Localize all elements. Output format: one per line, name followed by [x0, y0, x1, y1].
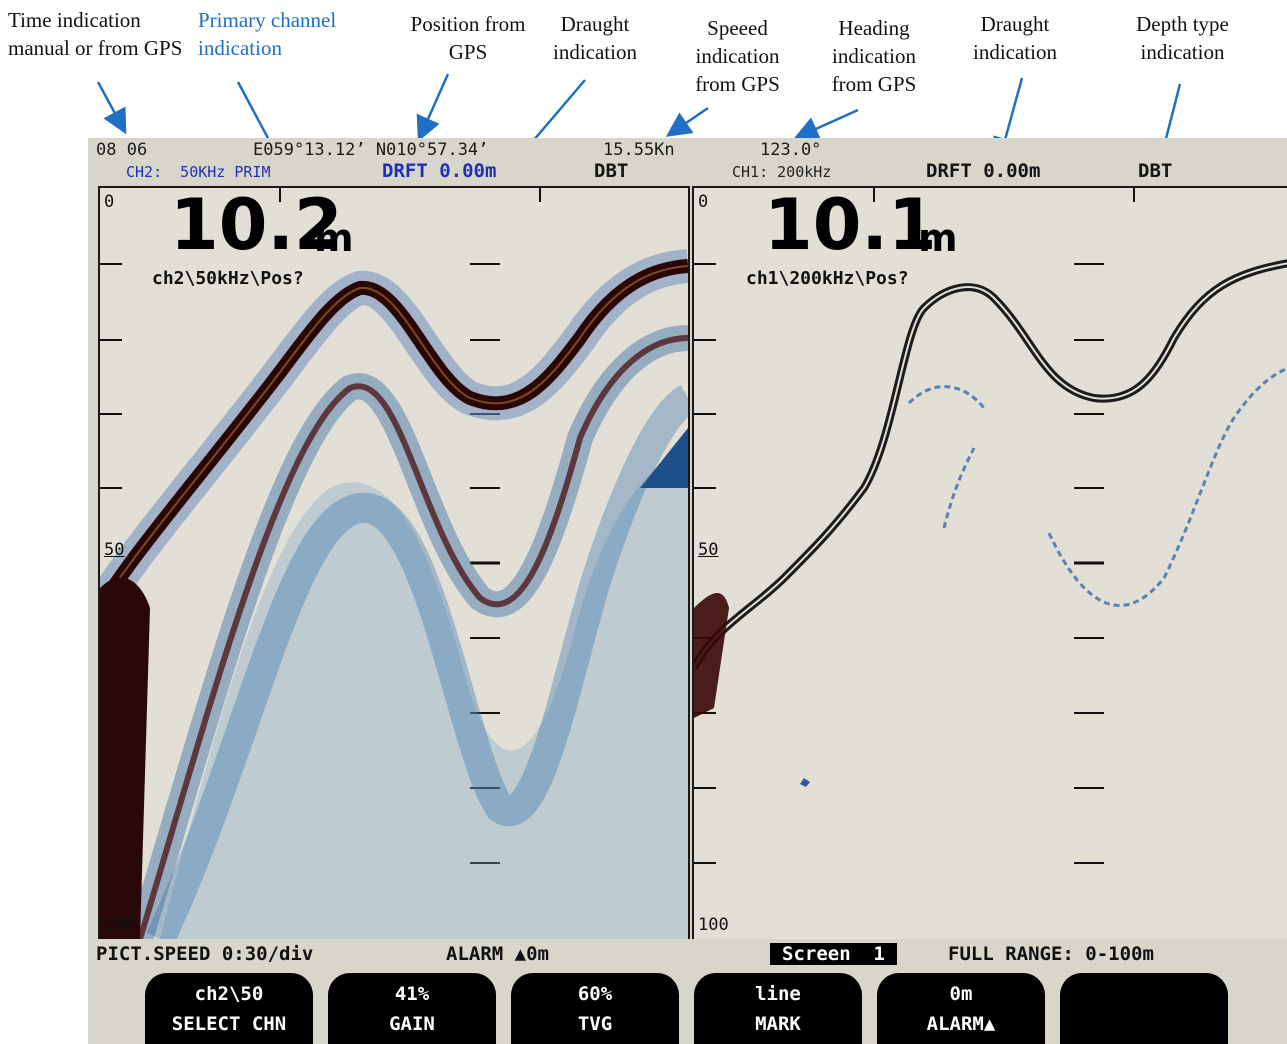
softkey-blank[interactable] — [1060, 973, 1228, 1044]
annotation-draught-left: Draught indication — [553, 12, 637, 64]
annotation-draught-right: Draught indication — [973, 12, 1057, 64]
annotation-heading: Heading indication from GPS — [831, 16, 917, 96]
softkey-alarm-label: ALARM▲ — [926, 1013, 996, 1035]
softkey-select-channel-value: ch2\50 — [194, 983, 264, 1005]
softkey-tvg-value: 60% — [577, 983, 613, 1005]
alarm-status: ALARM ▲0m — [446, 943, 549, 965]
left-channel-indicator: CH2: 50KHz PRIM — [126, 163, 271, 181]
annotation-position: Position from GPS — [410, 12, 526, 64]
arrow-heading — [793, 108, 859, 141]
left-scale-top: 0 — [104, 192, 115, 212]
right-scale-bottom: 100 — [698, 915, 729, 935]
annotation-depth-type: Depth type indication — [1136, 12, 1229, 64]
softkey-gain-value: 41% — [394, 983, 430, 1005]
softkey-gain-label: GAIN — [389, 1013, 435, 1035]
softkey-mark[interactable]: line MARK — [694, 973, 862, 1044]
annotation-speed: Speeed indication from GPS — [695, 16, 780, 96]
echogram-right-image — [694, 188, 1287, 864]
info-bar: PICT.SPEED 0:30/div ALARM ▲0m Screen 1 F… — [88, 939, 1287, 969]
status-bar: 08 06 E059°13.12’ N010°57.34’ 15.55Kn 12… — [88, 138, 1287, 186]
full-range: FULL RANGE: 0-100m — [948, 943, 1154, 965]
softkey-tvg-label: TVG — [577, 1013, 613, 1035]
softkey-alarm[interactable]: 0m ALARM▲ — [877, 973, 1045, 1044]
softkey-alarm-value: 0m — [949, 983, 973, 1005]
annotation-primary-channel: Primary channel indication — [198, 8, 337, 60]
echosounder-screen: 08 06 E059°13.12’ N010°57.34’ 15.55Kn 12… — [88, 138, 1287, 1044]
right-depth-type: DBT — [1138, 160, 1173, 182]
right-scale-mid: 50 — [698, 540, 719, 560]
time-readout: 08 06 — [96, 140, 148, 160]
softkey-select-channel-label: SELECT CHN — [171, 1013, 287, 1035]
position-readout: E059°13.12’ N010°57.34’ — [253, 140, 489, 160]
screen-number: Screen 1 — [770, 943, 897, 965]
right-depth-value: 10.1 — [764, 186, 937, 266]
right-channel-label: ch1\200kHz\Pos? — [746, 268, 909, 289]
right-channel-indicator: CH1: 200kHz — [732, 163, 832, 181]
arrow-speed — [665, 106, 709, 137]
picture-speed: PICT.SPEED 0:30/div — [96, 943, 314, 965]
softkey-gain[interactable]: 41% GAIN — [328, 973, 496, 1044]
softkey-select-channel[interactable]: ch2\50 SELECT CHN — [145, 973, 313, 1044]
annotation-time: Time indication manual or from GPS — [8, 8, 183, 60]
echogram-left-image — [100, 188, 688, 939]
arrow-position — [416, 73, 450, 142]
heading-readout: 123.0° — [760, 140, 822, 160]
speed-readout: 15.55Kn — [603, 140, 675, 160]
echogram-right-ch1: 10.1 m ch1\200kHz\Pos? 0 50 100 — [692, 186, 1287, 941]
left-depth-value: 10.2 — [170, 186, 343, 266]
left-channel-label: ch2\50kHz\Pos? — [152, 268, 304, 289]
arrow-time — [96, 81, 127, 135]
right-draught-indicator: DRFT 0.00m — [926, 160, 1041, 182]
left-depth-type: DBT — [594, 160, 629, 182]
softkey-mark-label: MARK — [755, 1013, 801, 1035]
echogram-left-ch2: 10.2 m ch2\50kHz\Pos? 0 50 100 — [98, 186, 690, 941]
softkey-tvg[interactable]: 60% TVG — [511, 973, 679, 1044]
left-draught-indicator: DRFT 0.00m — [382, 160, 497, 182]
left-scale-mid: 50 — [104, 540, 125, 560]
left-depth-unit: m — [314, 216, 354, 260]
softkey-bar: ch2\50 SELECT CHN 41% GAIN 60% TVG line … — [88, 969, 1287, 1044]
softkey-mark-value: line — [755, 983, 801, 1005]
right-scale-top: 0 — [698, 192, 709, 212]
left-scale-bottom: 100 — [104, 915, 135, 935]
right-depth-unit: m — [918, 216, 958, 260]
